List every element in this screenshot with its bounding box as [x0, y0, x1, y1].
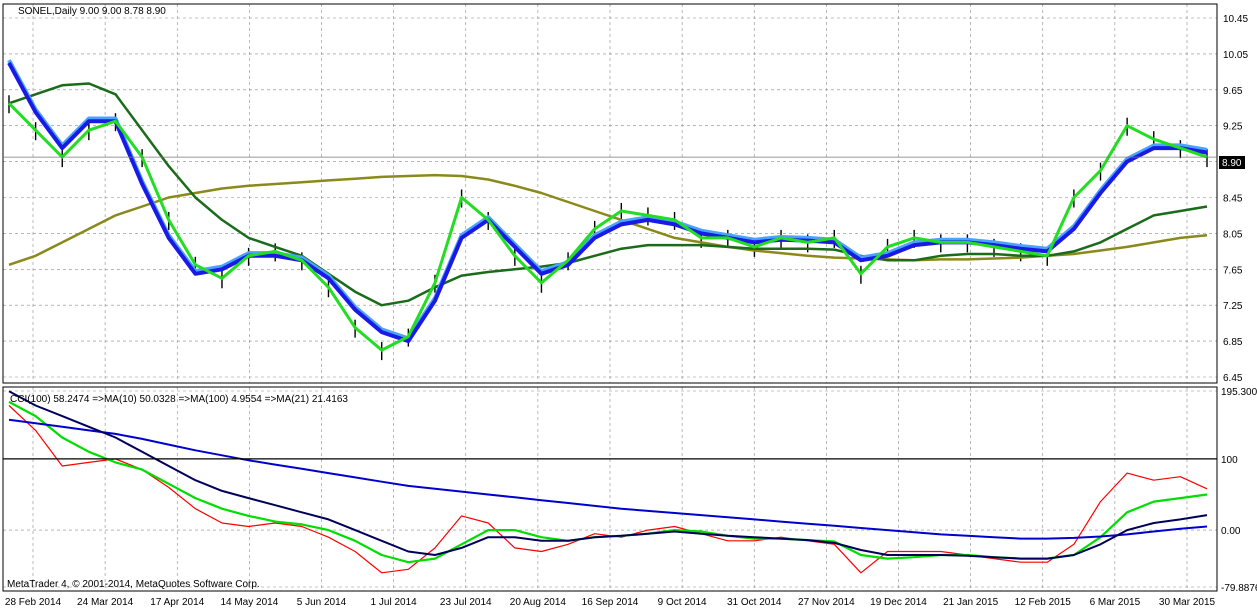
- cci-series-ma21: [8, 390, 1208, 560]
- cci-tick-label: -79.8876: [1221, 583, 1257, 594]
- price-tick-label: 10.05: [1223, 50, 1248, 61]
- cci-panel-frame: [2, 386, 1218, 592]
- x-tick-label: 14 May 2014: [220, 597, 278, 608]
- x-tick-label: 19 Dec 2014: [870, 597, 927, 608]
- long-ma-line: [8, 173, 1208, 266]
- cci-series-cci100: [8, 405, 1208, 574]
- x-tick-label: 30 Mar 2015: [1159, 597, 1216, 608]
- x-tick-label: 20 Aug 2014: [510, 597, 567, 608]
- x-tick-label: 5 Jun 2014: [297, 597, 347, 608]
- x-tick-label: 17 Apr 2014: [150, 597, 204, 608]
- x-tick-label: 27 Nov 2014: [798, 597, 855, 608]
- price-tick-label: 10.45: [1223, 14, 1248, 25]
- cci-tick-label: 100: [1221, 455, 1238, 466]
- price-tick-label: 7.25: [1223, 301, 1243, 312]
- price-tick-label: 8.45: [1223, 194, 1243, 205]
- cci-tick-label: 195.3008: [1221, 387, 1257, 398]
- cci-tick-label: 0.00: [1221, 526, 1241, 537]
- x-tick-label: 21 Jan 2015: [943, 597, 998, 608]
- x-tick-label: 28 Feb 2014: [5, 597, 62, 608]
- cci-series-ma100: [8, 418, 1208, 540]
- x-tick-label: 6 Mar 2015: [1090, 597, 1141, 608]
- grid: [3, 4, 1217, 591]
- indicator-info: CCI(100) 58.2474 =>MA(10) 50.0328 =>MA(1…: [10, 394, 348, 405]
- fast-ma-line: [7, 61, 1208, 344]
- x-tick-label: 16 Sep 2014: [582, 597, 639, 608]
- price-panel-frame: [2, 3, 1218, 384]
- x-tick-label: 23 Jul 2014: [440, 597, 492, 608]
- price-tick-label: 7.65: [1223, 265, 1243, 276]
- price-tick-label: 6.85: [1223, 337, 1243, 348]
- x-tick-label: 24 Mar 2014: [77, 597, 134, 608]
- current-price-tag: 8.90: [1219, 156, 1245, 169]
- x-tick-label: 31 Oct 2014: [727, 597, 782, 608]
- price-tick-label: 9.25: [1223, 122, 1243, 133]
- fast-ma-light-line: [7, 59, 1208, 341]
- trend-green-line: [7, 102, 1208, 352]
- price-tick-label: 8.05: [1223, 229, 1243, 240]
- x-tick-label: 12 Feb 2015: [1015, 597, 1072, 608]
- price-chart-series: [7, 59, 1208, 361]
- svg-text:8.90: 8.90: [1222, 158, 1242, 169]
- medium-ma-line: [8, 82, 1208, 307]
- axes: 10.4510.059.659.258.858.458.057.657.256.…: [2, 3, 1257, 608]
- copyright-text: MetaTrader 4, © 2001-2014, MetaQuotes So…: [7, 579, 260, 590]
- cci-chart-series: [8, 390, 1208, 574]
- x-tick-label: 1 Jul 2014: [371, 597, 418, 608]
- price-tick-label: 9.65: [1223, 86, 1243, 97]
- price-tick-label: 6.45: [1223, 373, 1243, 384]
- symbol-info: SONEL,Daily 9.00 9.00 8.78 8.90: [18, 6, 166, 17]
- x-tick-label: 9 Oct 2014: [658, 597, 707, 608]
